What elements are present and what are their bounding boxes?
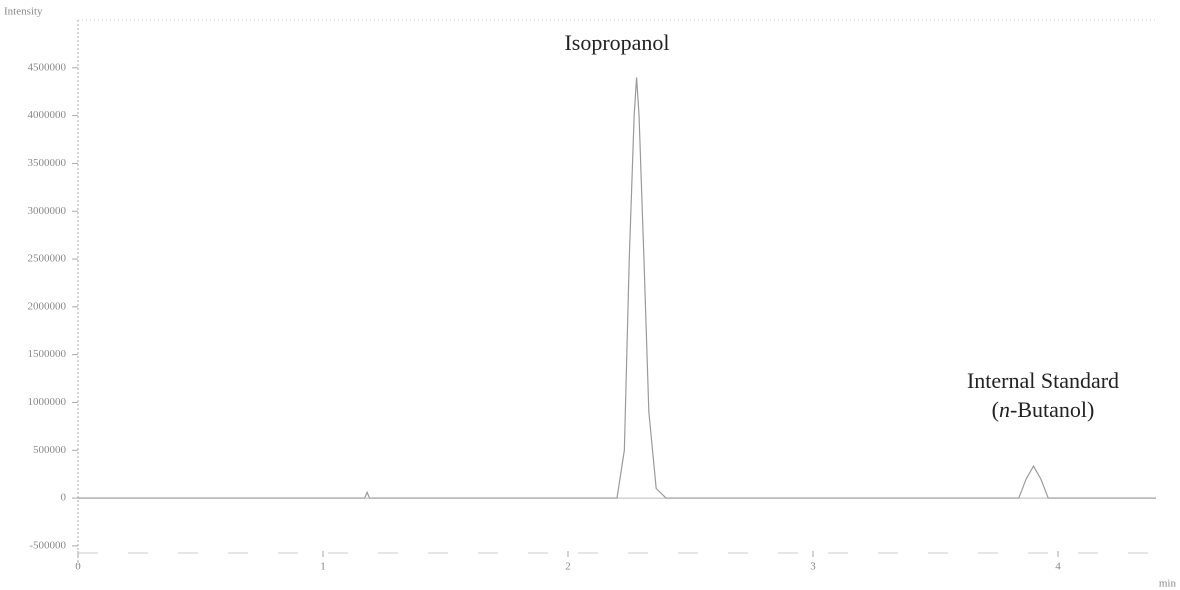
annotation-text: Internal Standard: [967, 368, 1119, 393]
y-tick-label: 3000000: [28, 205, 67, 217]
y-tick-label: 0: [61, 492, 67, 504]
annotation: Internal Standard: [967, 368, 1119, 393]
x-tick-label: 3: [810, 561, 816, 573]
annotation-text: Isopropanol: [564, 30, 669, 55]
y-tick-label: 1000000: [28, 396, 67, 408]
y-tick-label: 2500000: [28, 253, 67, 265]
y-tick-label: 500000: [33, 444, 67, 456]
x-tick-label: 1: [320, 561, 326, 573]
series-line: [78, 77, 1156, 499]
annotation: (n-Butanol): [992, 397, 1095, 422]
y-tick-label: 3500000: [28, 157, 67, 169]
annotation: Isopropanol: [564, 30, 669, 55]
y-tick-label: 4500000: [28, 61, 67, 73]
y-tick-label: 1500000: [28, 348, 67, 360]
x-axis-label: min: [1159, 578, 1177, 590]
x-tick-label: 0: [75, 561, 81, 573]
y-tick-label: 2000000: [28, 300, 67, 312]
y-tick-label: -500000: [29, 539, 66, 551]
x-tick-label: 4: [1055, 561, 1061, 573]
x-tick-label: 2: [565, 561, 571, 573]
y-tick-label: 4000000: [28, 109, 67, 121]
annotation-text: (: [992, 397, 999, 422]
y-axis-label: Intensity: [4, 6, 43, 18]
annotation-text: -Butanol): [1010, 397, 1094, 422]
annotation-text: n: [999, 397, 1010, 422]
